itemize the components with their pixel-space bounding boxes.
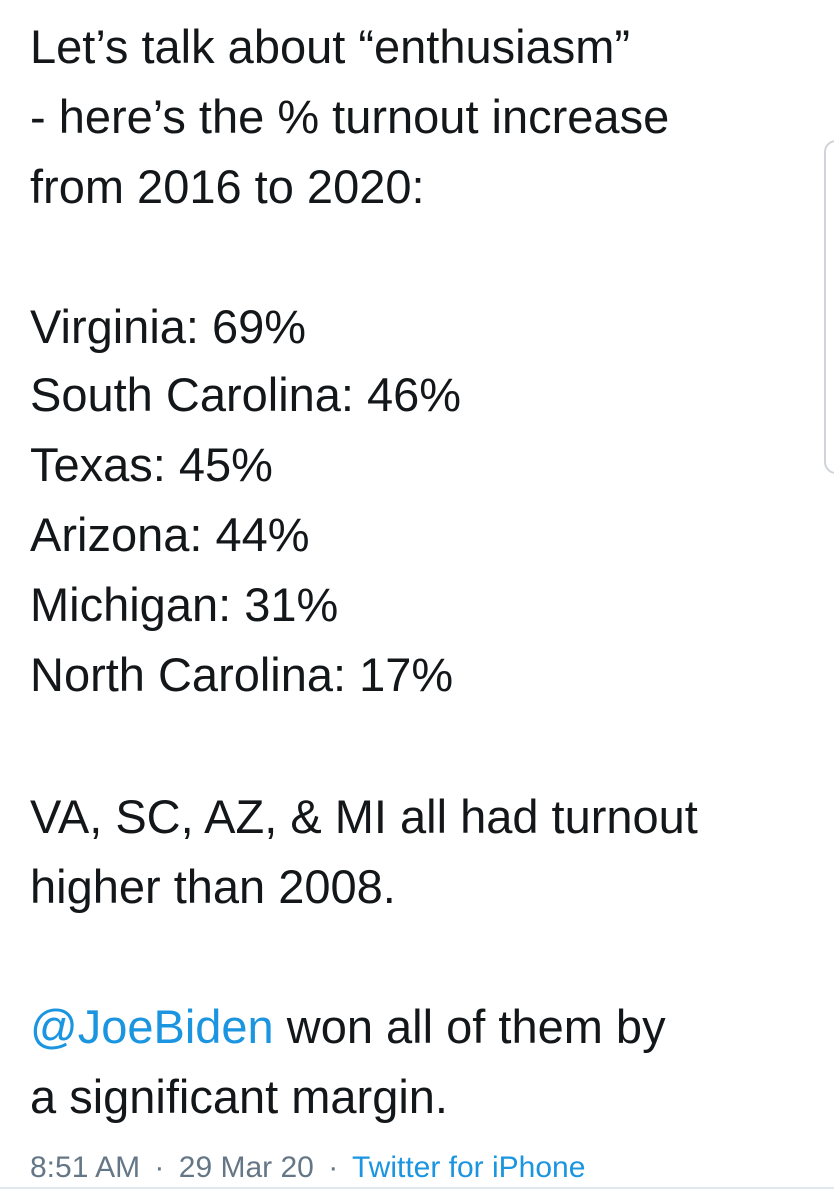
date[interactable]: 29 Mar 20 (178, 1151, 314, 1184)
tweet-text: won all of them by (286, 1000, 666, 1053)
time: 8:51 AM (30, 1151, 141, 1184)
tweet-line: @JoeBiden won all of them by (30, 992, 666, 1062)
turnout-line: Texas: 45% (30, 438, 273, 491)
tweet-line: a significant margin. (30, 1070, 448, 1123)
separator: · (154, 1151, 165, 1184)
divider (0, 1187, 834, 1189)
tweet-line: higher than 2008. (30, 860, 396, 913)
turnout-line: South Carolina: 46% (30, 368, 462, 421)
tweet-line: VA, SC, AZ, & MI all had turnout (30, 790, 698, 843)
source-link[interactable]: Twitter for iPhone (351, 1151, 586, 1184)
turnout-line: Michigan: 31% (30, 578, 339, 631)
tweet-line: - here’s the % turnout increase (30, 90, 670, 143)
mention-link[interactable]: @JoeBiden (30, 1000, 274, 1053)
separator: · (328, 1151, 339, 1184)
turnout-line: Arizona: 44% (30, 508, 310, 561)
tweet-meta: 8:51 AM · 29 Mar 20 · Twitter for iPhone (30, 1148, 591, 1188)
turnout-line: North Carolina: 17% (30, 648, 454, 701)
tweet-line: from 2016 to 2020: (30, 160, 425, 213)
tweet-line: Let’s talk about “enthusiasm” (30, 20, 631, 73)
turnout-line: Virginia: 69% (30, 300, 307, 353)
scrollbar (824, 140, 834, 474)
